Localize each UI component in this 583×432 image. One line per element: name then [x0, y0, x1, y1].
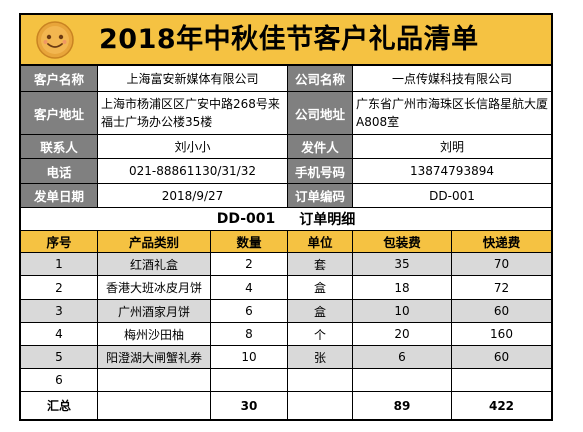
row-3-shipping: 60 — [452, 300, 551, 323]
row-1-qty: 2 — [211, 253, 288, 276]
row-5-shipping: 60 — [452, 346, 551, 369]
row-3-unit: 盒 — [288, 300, 353, 323]
row-3-no: 3 — [21, 300, 98, 323]
company-name-label: 公司名称 — [288, 66, 353, 92]
ship-date-label: 发单日期 — [21, 184, 98, 208]
col-header-shipping: 快递费 — [452, 231, 551, 253]
order-no-label: 订单编码 — [288, 184, 353, 208]
row-1-shipping: 70 — [452, 253, 551, 276]
sender-label: 发件人 — [288, 135, 353, 159]
total-qty: 30 — [211, 392, 288, 419]
gift-list-sheet: 2018年中秋佳节客户礼品清单 客户名称 上海富安新媒体有限公司 公司名称 一点… — [19, 13, 553, 421]
customer-name-label: 客户名称 — [21, 66, 98, 92]
page-title: 2018年中秋佳节客户礼品清单 — [99, 24, 479, 55]
total-label: 汇总 — [21, 392, 98, 419]
row-2-category: 香港大班冰皮月饼 — [98, 276, 211, 300]
col-header-unit: 单位 — [288, 231, 353, 253]
row-2-no: 2 — [21, 276, 98, 300]
row-6-unit — [288, 369, 353, 392]
row-3-category: 广州酒家月饼 — [98, 300, 211, 323]
row-3-packaging: 10 — [353, 300, 452, 323]
mobile-value: 13874793894 — [353, 159, 551, 184]
order-detail-text: 订单明细 — [299, 212, 356, 228]
order-no-value: DD-001 — [353, 184, 551, 208]
customer-address-label: 客户地址 — [21, 92, 98, 135]
row-6-no: 6 — [21, 369, 98, 392]
row-5-unit: 张 — [288, 346, 353, 369]
phone-label: 电话 — [21, 159, 98, 184]
row-2-qty: 4 — [211, 276, 288, 300]
total-packaging: 89 — [353, 392, 452, 419]
row-4-category: 梅州沙田柚 — [98, 323, 211, 346]
col-header-qty: 数量 — [211, 231, 288, 253]
row-6-packaging — [353, 369, 452, 392]
row-1-packaging: 35 — [353, 253, 452, 276]
title-bar: 2018年中秋佳节客户礼品清单 — [21, 15, 551, 66]
row-1-unit: 套 — [288, 253, 353, 276]
row-2-packaging: 18 — [353, 276, 452, 300]
total-category — [98, 392, 211, 419]
row-4-shipping: 160 — [452, 323, 551, 346]
row-4-qty: 8 — [211, 323, 288, 346]
row-2-unit: 盒 — [288, 276, 353, 300]
order-detail-code: DD-001 — [216, 211, 276, 227]
mobile-label: 手机号码 — [288, 159, 353, 184]
row-5-no: 5 — [21, 346, 98, 369]
row-6-category — [98, 369, 211, 392]
customer-address-value: 上海市杨浦区区广安中路268号来福士广场办公楼35楼 — [98, 92, 288, 135]
ship-date-value: 2018/9/27 — [98, 184, 288, 208]
row-4-unit: 个 — [288, 323, 353, 346]
row-6-shipping — [452, 369, 551, 392]
row-4-no: 4 — [21, 323, 98, 346]
col-header-packaging: 包装费 — [353, 231, 452, 253]
row-5-qty: 10 — [211, 346, 288, 369]
col-header-no: 序号 — [21, 231, 98, 253]
row-1-category: 红酒礼盒 — [98, 253, 211, 276]
order-detail-heading: DD-001 订单明细 — [21, 208, 551, 231]
total-unit — [288, 392, 353, 419]
customer-name-value: 上海富安新媒体有限公司 — [98, 66, 288, 92]
mooncake-icon — [35, 20, 75, 60]
row-6-qty — [211, 369, 288, 392]
row-5-packaging: 6 — [353, 346, 452, 369]
phone-value: 021-88861130/31/32 — [98, 159, 288, 184]
row-2-shipping: 72 — [452, 276, 551, 300]
row-4-packaging: 20 — [353, 323, 452, 346]
row-5-category: 阳澄湖大闸蟹礼券 — [98, 346, 211, 369]
company-name-value: 一点传媒科技有限公司 — [353, 66, 551, 92]
row-3-qty: 6 — [211, 300, 288, 323]
contact-label: 联系人 — [21, 135, 98, 159]
sender-value: 刘明 — [353, 135, 551, 159]
total-shipping: 422 — [488, 398, 515, 413]
company-address-value: 广东省广州市海珠区长信路星航大厦A808室 — [353, 92, 551, 135]
row-1-no: 1 — [21, 253, 98, 276]
col-header-category: 产品类别 — [98, 231, 211, 253]
company-address-label: 公司地址 — [288, 92, 353, 135]
contact-value: 刘小小 — [98, 135, 288, 159]
